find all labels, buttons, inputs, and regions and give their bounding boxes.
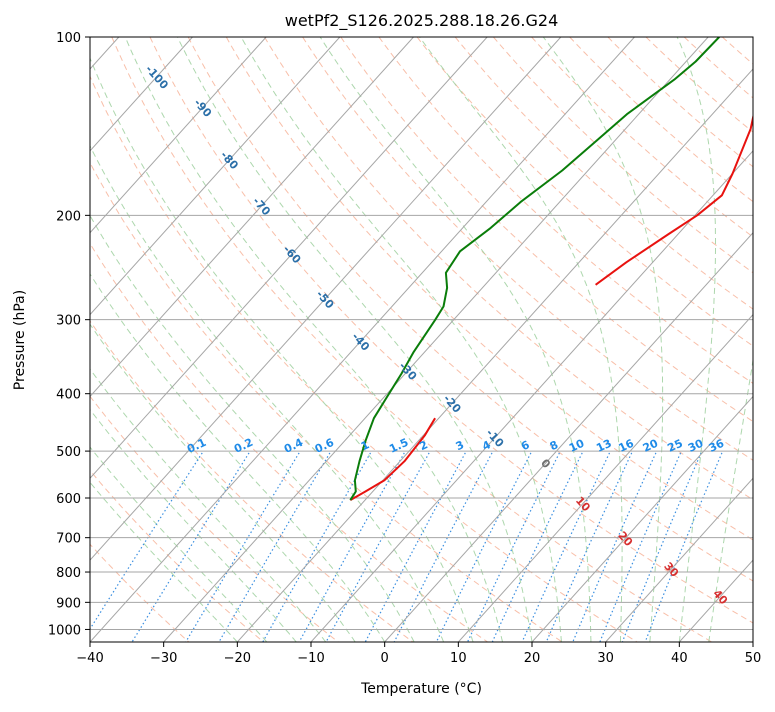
x-tick-label: −10 <box>297 651 324 666</box>
x-tick-label: −20 <box>224 651 251 666</box>
x-tick-label: 0 <box>381 651 389 666</box>
x-axis-label: Temperature (°C) <box>360 681 482 697</box>
x-tick-label: 40 <box>671 651 688 666</box>
y-tick-label: 900 <box>56 596 81 611</box>
x-tick-label: −40 <box>76 651 103 666</box>
y-tick-label: 1000 <box>48 623 81 638</box>
y-tick-label: 600 <box>56 492 81 507</box>
y-tick-label: 300 <box>56 314 81 329</box>
x-tick-label: 20 <box>524 651 541 666</box>
x-tick-label: 10 <box>450 651 467 666</box>
x-tick-label: 30 <box>597 651 614 666</box>
x-tick-label: 50 <box>745 651 762 666</box>
y-tick-label: 700 <box>56 532 81 547</box>
y-tick-label: 200 <box>56 209 81 224</box>
chart-title: wetPf2_S126.2025.288.18.26.G24 <box>285 11 559 31</box>
y-tick-label: 100 <box>56 31 81 46</box>
y-tick-label: 500 <box>56 445 81 460</box>
y-axis-label: Pressure (hPa) <box>12 290 28 390</box>
y-tick-label: 800 <box>56 566 81 581</box>
y-tick-label: 400 <box>56 388 81 403</box>
x-tick-label: −30 <box>150 651 177 666</box>
